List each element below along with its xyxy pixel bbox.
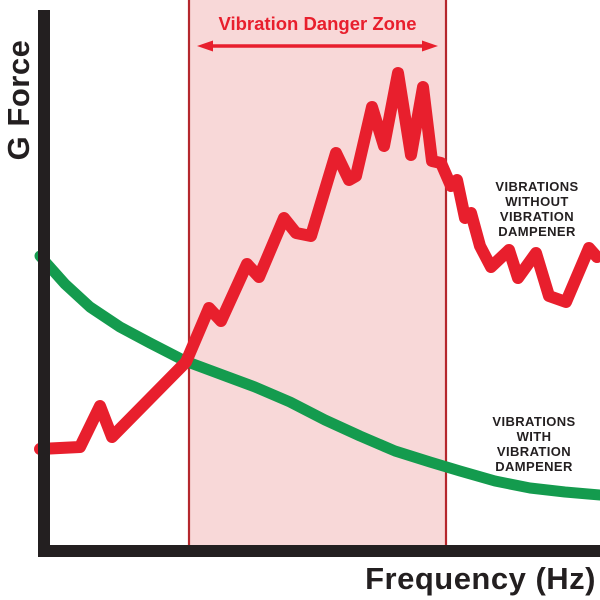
danger-zone-region xyxy=(189,0,446,546)
y-axis xyxy=(38,10,50,557)
y-axis-label: G Force xyxy=(1,39,36,161)
x-axis-label: Frequency (Hz) xyxy=(365,561,596,596)
series-line-without-dampener xyxy=(34,67,600,455)
danger-zone-span-arrow-icon xyxy=(197,40,438,52)
series-line-with-dampener xyxy=(34,250,600,501)
label-vibrations-without-dampener: VIBRATIONS WITHOUT VIBRATION DAMPENER xyxy=(495,179,579,240)
danger-zone-title: Vibration Danger Zone xyxy=(218,13,417,34)
label-vibrations-with-dampener: VIBRATIONS WITH VIBRATION DAMPENER xyxy=(492,414,576,475)
x-axis xyxy=(38,545,600,557)
